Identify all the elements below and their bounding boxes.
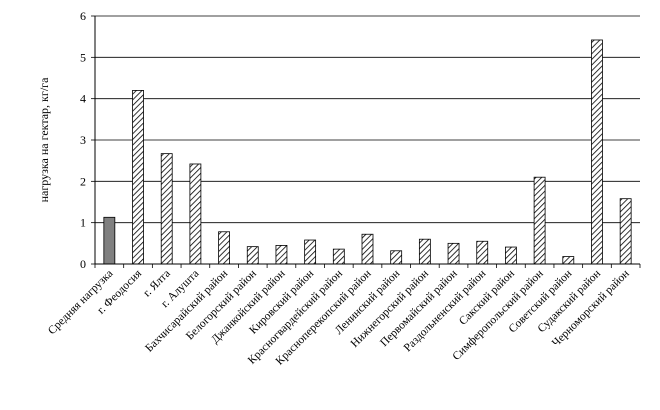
bar	[447, 242, 460, 265]
y-tick-label: 5	[80, 50, 86, 64]
y-tick-label: 1	[80, 216, 86, 230]
bar	[390, 250, 403, 265]
bar	[160, 153, 173, 265]
bar	[476, 240, 489, 265]
bar	[332, 248, 345, 265]
y-tick-label: 3	[80, 133, 86, 147]
y-tick-label: 0	[80, 257, 86, 271]
bar	[218, 231, 230, 265]
bar	[505, 246, 517, 265]
y-axis-title: нагрузка на гектар, кг/га	[37, 77, 51, 202]
bar	[418, 238, 431, 265]
bar	[246, 246, 259, 265]
y-axis-ticks: 0 1 2 3 4 5 6	[80, 9, 95, 271]
bar	[304, 239, 317, 265]
bar	[189, 163, 202, 265]
bar	[103, 216, 116, 265]
bars	[103, 39, 632, 265]
bar	[591, 39, 603, 265]
axes	[94, 16, 641, 268]
bar	[562, 256, 575, 265]
bar	[275, 244, 288, 265]
bar	[533, 176, 546, 265]
y-tick-label: 4	[80, 92, 86, 106]
gridlines	[95, 15, 640, 265]
bar	[361, 233, 374, 265]
bar	[132, 90, 144, 265]
bar	[619, 198, 632, 265]
y-tick-label: 6	[80, 9, 86, 23]
y-tick-label: 2	[80, 174, 86, 188]
